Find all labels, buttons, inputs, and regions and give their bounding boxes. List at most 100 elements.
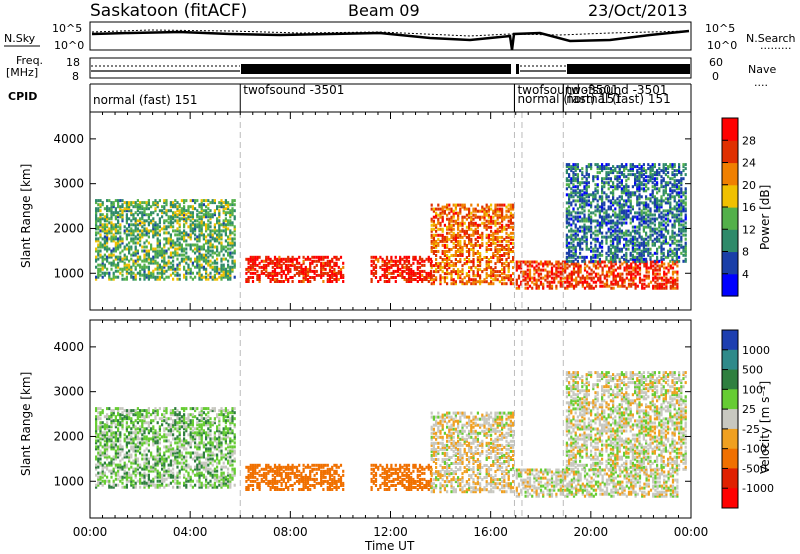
power-cell xyxy=(202,199,205,203)
power-cell xyxy=(673,231,676,235)
power-cell xyxy=(280,280,283,283)
power-cell xyxy=(675,251,678,255)
power-cell xyxy=(185,213,188,217)
power-cell xyxy=(101,261,104,265)
power-cell xyxy=(383,273,386,277)
power-cell xyxy=(220,273,223,277)
power-cell xyxy=(125,203,128,207)
power-cell xyxy=(568,209,571,213)
power-cell xyxy=(667,223,670,227)
power-cell xyxy=(472,264,475,268)
power-cell xyxy=(656,199,659,203)
power-cell xyxy=(485,248,488,251)
power-cell xyxy=(207,223,210,227)
power-cell xyxy=(585,169,588,173)
power-cell xyxy=(673,253,676,257)
power-cell xyxy=(207,277,210,281)
power-cell xyxy=(114,231,117,235)
power-cell xyxy=(485,272,488,276)
power-cell xyxy=(174,249,177,253)
power-cell xyxy=(576,199,579,203)
power-cell xyxy=(143,209,146,213)
power-cell xyxy=(311,259,314,263)
power-cell xyxy=(202,275,205,279)
power-cell xyxy=(163,259,166,263)
power-cell xyxy=(640,251,643,255)
power-cell xyxy=(233,237,236,241)
power-cell xyxy=(642,245,645,249)
power-cell xyxy=(128,225,131,229)
power-cell xyxy=(132,201,135,205)
power-cell xyxy=(167,275,170,279)
power-cell xyxy=(614,167,617,171)
power-cell xyxy=(572,195,575,199)
power-cell xyxy=(439,223,442,227)
power-cell xyxy=(566,286,569,290)
power-cell xyxy=(128,209,131,213)
power-cell xyxy=(178,209,181,213)
power-cell xyxy=(660,179,663,183)
power-cell xyxy=(601,235,604,239)
power-cell xyxy=(656,264,659,268)
power-cell xyxy=(660,185,663,189)
noise-right-label: N.Search xyxy=(746,32,796,45)
power-cell xyxy=(601,207,604,211)
power-cell xyxy=(612,272,615,276)
power-cell xyxy=(568,217,571,221)
power-cell xyxy=(101,245,104,249)
power-cell xyxy=(618,241,621,245)
power-cell xyxy=(627,199,630,203)
power-cell xyxy=(618,235,621,239)
power-cell xyxy=(634,231,637,235)
power-cell xyxy=(574,169,577,173)
power-cell xyxy=(216,261,219,265)
power-cell xyxy=(372,265,375,269)
power-cell xyxy=(278,261,281,265)
power-cell xyxy=(196,225,199,229)
power-cell xyxy=(119,271,122,275)
noise-search-trace xyxy=(91,29,690,37)
power-cell xyxy=(656,251,659,255)
power-cell xyxy=(585,183,588,187)
power-cell xyxy=(125,215,128,219)
power-cell xyxy=(112,201,115,205)
power-cell xyxy=(684,173,687,177)
power-cell xyxy=(669,203,672,207)
power-cell xyxy=(579,241,582,245)
power-cell xyxy=(472,282,475,286)
power-cell xyxy=(205,239,208,243)
power-cell xyxy=(565,207,568,211)
power-cell xyxy=(612,165,615,169)
power-cell xyxy=(640,173,643,177)
power-cell xyxy=(501,215,504,219)
power-cell xyxy=(141,225,144,229)
power-cell xyxy=(570,177,573,181)
power-cell xyxy=(594,255,597,259)
power-cell xyxy=(432,215,435,219)
power-cell xyxy=(496,209,499,213)
power-cell xyxy=(152,269,155,273)
power-cell xyxy=(161,211,164,215)
power-cell xyxy=(273,278,277,281)
power-cell xyxy=(134,259,137,263)
power-cell xyxy=(616,219,619,223)
power-cell xyxy=(632,280,635,284)
power-cell xyxy=(669,201,672,205)
power-cell xyxy=(638,272,642,276)
power-cell xyxy=(669,235,672,239)
power-cell xyxy=(671,231,674,235)
power-cell xyxy=(599,276,602,280)
power-cell xyxy=(675,203,678,207)
power-cell xyxy=(634,284,637,288)
power-cell xyxy=(641,284,644,288)
power-cell xyxy=(598,213,601,217)
power-cell xyxy=(430,223,433,227)
power-cell xyxy=(653,237,656,241)
power-cell xyxy=(437,219,440,223)
power-cell xyxy=(311,269,314,273)
power-cell xyxy=(383,276,386,279)
power-cell xyxy=(448,203,451,207)
power-cell xyxy=(441,237,444,241)
power-cell xyxy=(627,247,630,251)
power-cell xyxy=(134,237,137,241)
